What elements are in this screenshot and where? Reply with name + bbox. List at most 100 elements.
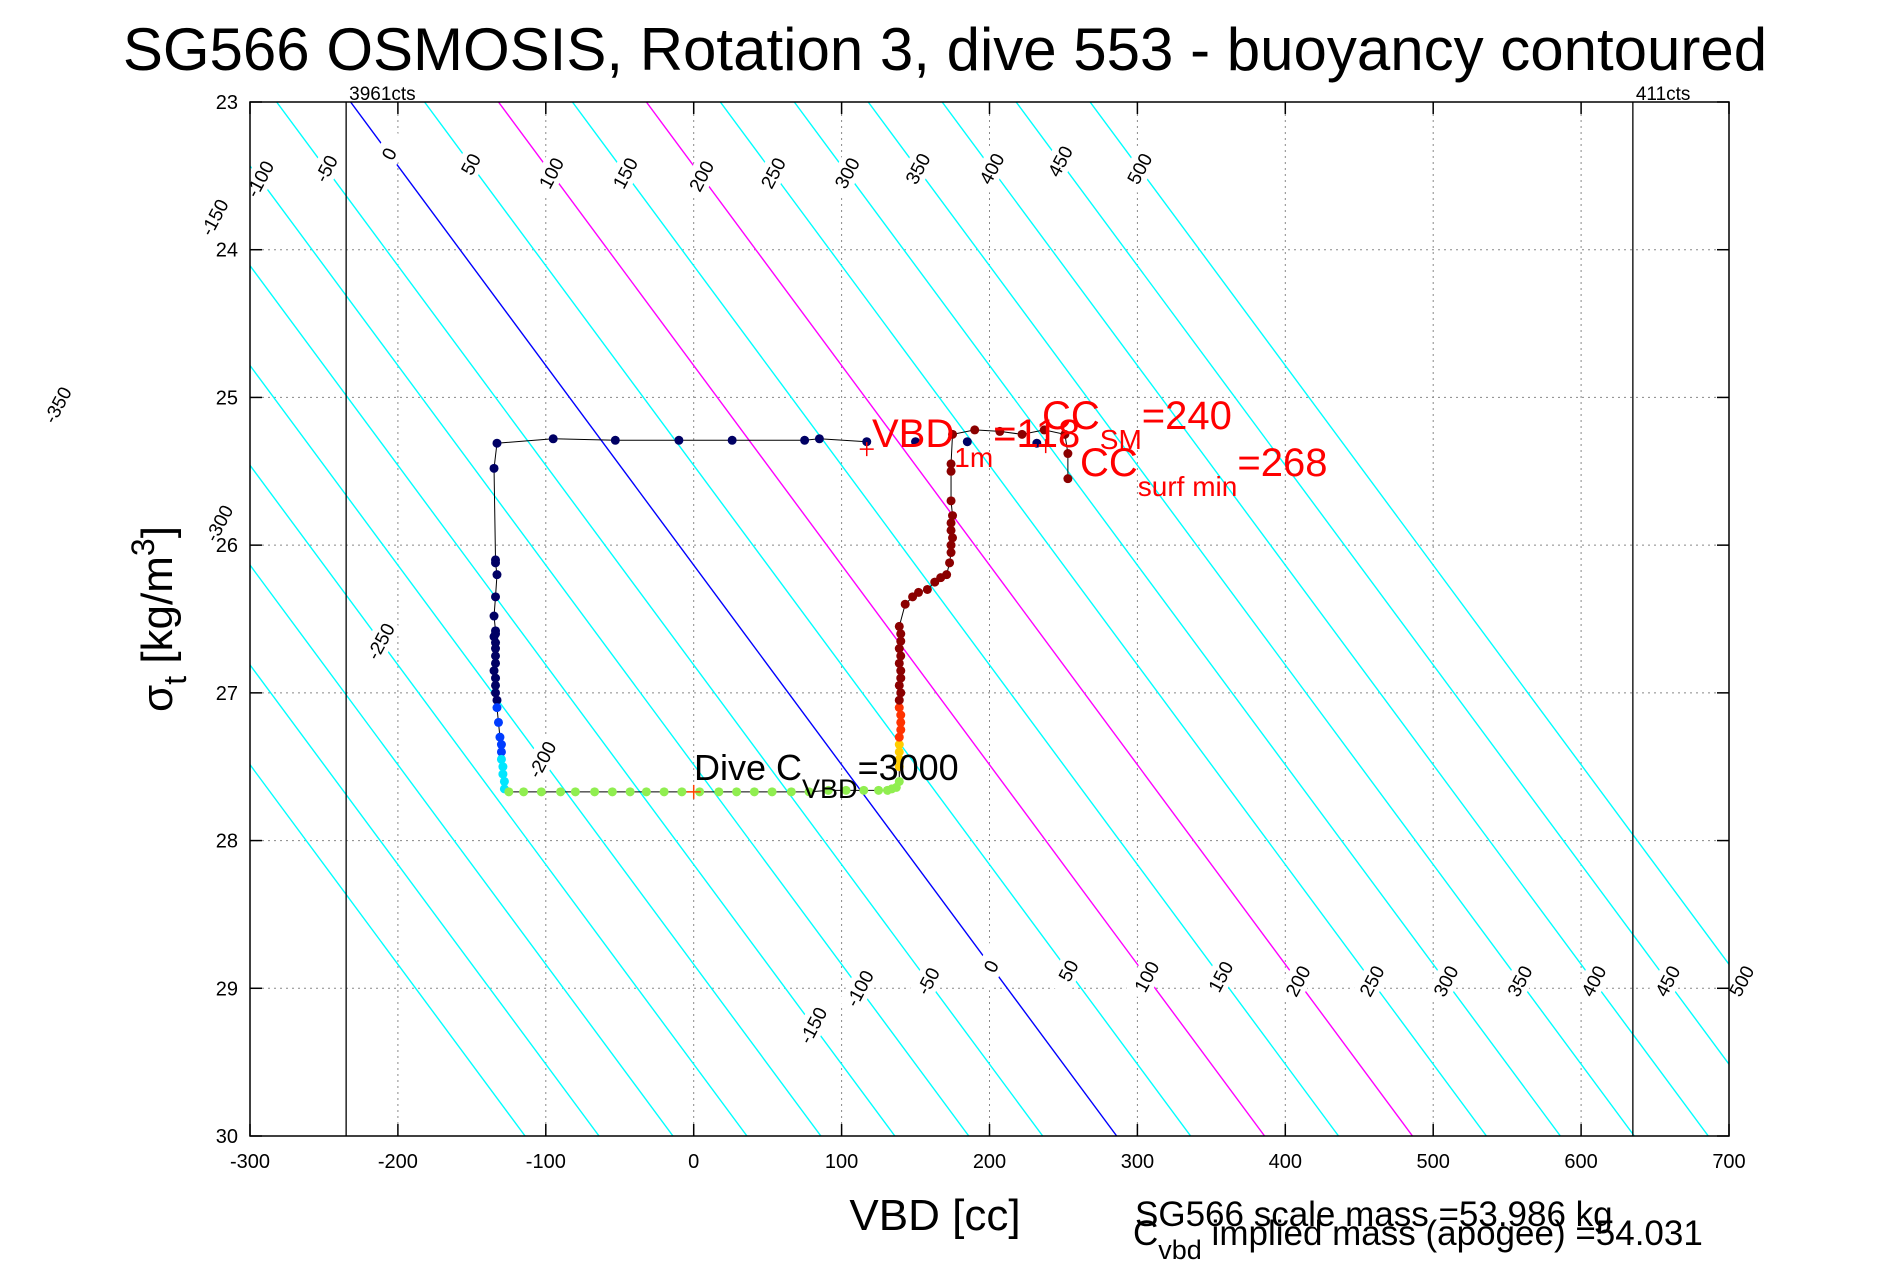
data-point	[491, 673, 501, 683]
contour-label-bg	[1350, 955, 1393, 1006]
data-point	[499, 776, 509, 786]
data-point	[492, 703, 502, 713]
contour-line	[250, 663, 600, 1136]
contour-label-bg	[680, 150, 723, 201]
data-point	[489, 666, 499, 676]
annotation-vbd-1m: VBD1m=118	[872, 412, 1080, 473]
data-point	[491, 680, 501, 690]
data-point	[841, 785, 851, 795]
x-tick-label: 300	[1121, 1151, 1154, 1173]
data-point	[496, 747, 506, 757]
data-point	[491, 558, 501, 568]
contour-label-bg	[791, 1000, 834, 1051]
data-point	[491, 651, 501, 661]
data-point	[896, 725, 906, 735]
x-tick-label: 600	[1564, 1151, 1597, 1173]
contour-label-bg	[193, 192, 236, 243]
contour-label-bg	[304, 143, 347, 194]
data-point	[814, 434, 824, 444]
data-point	[556, 787, 566, 797]
data-point	[914, 587, 924, 597]
contour-label-bg	[604, 147, 646, 198]
data-point	[894, 747, 904, 757]
annotation-dive-cvbd: Dive CVBD=3000	[694, 747, 959, 804]
x-tick-label: -100	[526, 1151, 566, 1173]
data-point	[732, 787, 742, 797]
contour-label-bg	[36, 379, 79, 430]
contour-label-bg	[520, 734, 563, 785]
data-point	[491, 688, 501, 698]
limit-label-right: 411cts	[1636, 84, 1691, 105]
data-point	[894, 732, 904, 742]
contour-label-bg	[838, 963, 881, 1014]
data-point	[823, 785, 833, 795]
annotations: Dive CVBD=3000 VBD1m=118 CCSM=240 CCsurf…	[694, 394, 1327, 804]
contour-line	[250, 464, 748, 1136]
contour-label-bg	[1572, 955, 1615, 1006]
data-point	[922, 584, 932, 594]
y-tick-label: 29	[216, 978, 238, 1000]
axis-ticks: -300 -200 -100 0 100 200 300 400 500 600 700 23 24 25…	[216, 92, 1746, 1173]
data-point	[804, 787, 814, 797]
marker-plus	[1038, 439, 1053, 454]
data-point	[498, 769, 508, 779]
data-point	[894, 658, 904, 668]
data-point	[504, 787, 514, 797]
x-tick-label: 200	[973, 1151, 1006, 1173]
contour-label-bg	[1646, 955, 1689, 1006]
data-point	[1039, 425, 1049, 435]
data-point	[896, 629, 906, 639]
contour-line	[793, 102, 1561, 1136]
data-point	[946, 459, 956, 469]
contour-line	[645, 102, 1414, 1136]
data-point	[874, 785, 884, 795]
data-point	[492, 570, 502, 580]
y-tick-label: 30	[216, 1126, 238, 1148]
data-point	[1063, 474, 1073, 484]
data-point	[962, 437, 972, 447]
data-point	[894, 754, 904, 764]
data-point	[894, 703, 904, 713]
data-point	[948, 429, 958, 439]
data-point	[489, 611, 499, 621]
data-point	[896, 666, 906, 676]
data-point	[894, 644, 904, 654]
x-tick-label: 100	[825, 1151, 858, 1173]
data-point	[519, 787, 529, 797]
contour-line	[497, 102, 1266, 1136]
contour-line	[250, 364, 822, 1136]
data-point	[896, 673, 906, 683]
contour-label-bg	[359, 616, 402, 667]
plot-area: -400-350-300-250-200-150-100-50050100150…	[36, 84, 1763, 1173]
x-tick-label: -200	[378, 1151, 418, 1173]
contour-line	[867, 102, 1635, 1136]
data-point	[548, 434, 558, 444]
contour-label-bg	[1118, 143, 1161, 194]
contour-line	[941, 102, 1709, 1136]
contour-label-bg	[1276, 955, 1319, 1006]
contour-label-bg	[1720, 955, 1763, 1006]
x-tick-label: 500	[1417, 1151, 1450, 1173]
data-point	[946, 548, 956, 558]
contour-line	[250, 563, 674, 1136]
data-point	[894, 776, 904, 786]
data-point	[942, 570, 952, 580]
buoyancy-contours	[250, 102, 1729, 1136]
x-tick-label: 0	[688, 1151, 699, 1173]
data-point	[946, 466, 956, 476]
x-tick-label: 400	[1269, 1151, 1302, 1173]
data-point	[607, 787, 617, 797]
x-tick-label: -300	[230, 1151, 270, 1173]
contour-line	[250, 164, 970, 1136]
annotation-cc-sm: CCSM=240	[1042, 394, 1232, 455]
marker-plus	[686, 784, 701, 799]
data-point	[800, 435, 810, 445]
contour-label-bg	[969, 941, 1012, 992]
contour-label-bg	[1038, 136, 1081, 187]
annotation-cc-surf-min: CCsurf min=268	[1080, 441, 1327, 502]
data-point	[946, 525, 956, 535]
data-point	[946, 540, 956, 550]
data-point	[625, 787, 635, 797]
contour-label-bg	[896, 143, 939, 194]
data-point	[489, 463, 499, 473]
